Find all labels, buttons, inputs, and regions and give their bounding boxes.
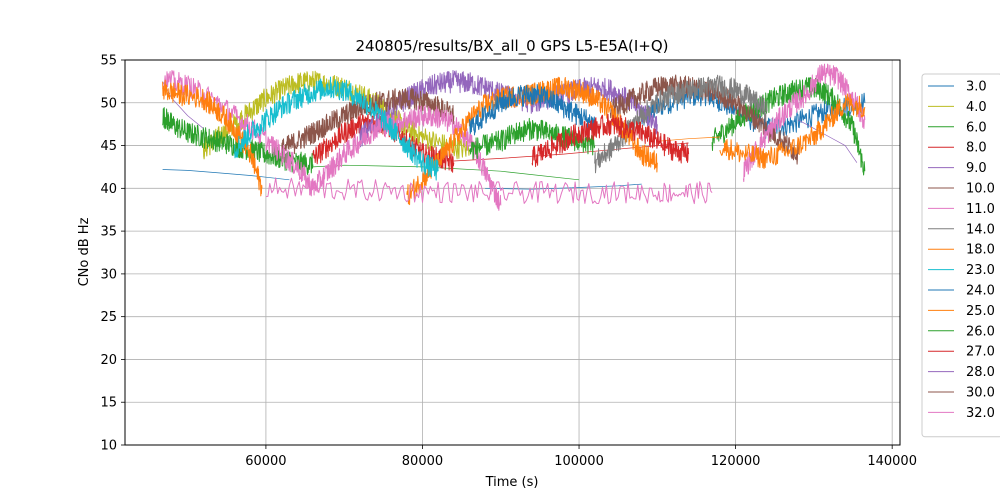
chart-title: 240805/results/BX_all_0 GPS L5-E5A(I+Q) [355,37,668,56]
legend-box [921,73,1000,438]
legend-label-6.0: 6.0 [966,120,987,135]
legend-label-14.0: 14.0 [966,222,995,237]
y-tick-label: 45 [100,139,117,154]
y-axis-label: CNo dB Hz [77,217,92,286]
plot-series [162,63,866,211]
series-line-23.0 [234,76,439,181]
plot-frame [124,59,901,446]
x-axis-label: Time (s) [485,475,539,490]
legend-label-18.0: 18.0 [966,243,995,258]
y-tick-label: 30 [100,267,117,282]
series-line-9.0 [162,81,204,129]
series-line-3.0 [485,183,642,190]
legend: 3.0 4.0 6.0 8.0 9.0 10.0 11.0 14.0 18.0 23.0 24.0 2… [921,73,1000,438]
legend-label-27.0: 27.0 [966,345,995,360]
series-line-18.0 [162,79,263,197]
y-tick-label: 20 [100,353,117,368]
series-line-11.0 [162,70,502,211]
series-line-18.0 [719,93,866,170]
x-tick-label: 100000 [554,454,604,469]
axis-ticks: 60000 80000 100000 120000 140000 10 15 20 25 30 35… [100,54,917,470]
series-line-10.0 [281,87,455,160]
legend-label-8.0: 8.0 [966,141,987,156]
y-tick-label: 10 [100,439,117,454]
legend-label-32.0: 32.0 [966,406,995,421]
legend-label-10.0: 10.0 [966,182,995,197]
x-tick-label: 60000 [245,454,286,469]
y-tick-label: 25 [100,310,117,325]
y-tick-label: 55 [100,54,117,69]
y-tick-label: 35 [100,225,117,240]
legend-label-25.0: 25.0 [966,304,995,319]
x-tick-label: 80000 [402,454,443,469]
legend-label-9.0: 9.0 [966,161,987,176]
y-tick-label: 15 [100,396,117,411]
series-line-3.0 [162,169,290,181]
y-tick-label: 50 [100,96,117,111]
series-line-11.0 [742,63,866,182]
x-tick-label: 120000 [711,454,761,469]
legend-label-11.0: 11.0 [966,202,995,217]
y-tick-label: 40 [100,182,117,197]
legend-label-30.0: 30.0 [966,386,995,401]
series-line-24.0 [468,84,596,136]
legend-label-3.0: 3.0 [966,80,987,95]
series-line-32.0 [265,177,713,205]
legend-label-24.0: 24.0 [966,284,995,299]
legend-label-23.0: 23.0 [966,263,995,278]
x-tick-label: 140000 [867,454,917,469]
legend-label-26.0: 26.0 [966,324,995,339]
series-line-27.0 [531,113,690,168]
series-line-9.0 [798,119,858,163]
legend-label-4.0: 4.0 [966,100,987,115]
legend-label-28.0: 28.0 [966,365,995,380]
series-line-4.0 [202,70,470,160]
